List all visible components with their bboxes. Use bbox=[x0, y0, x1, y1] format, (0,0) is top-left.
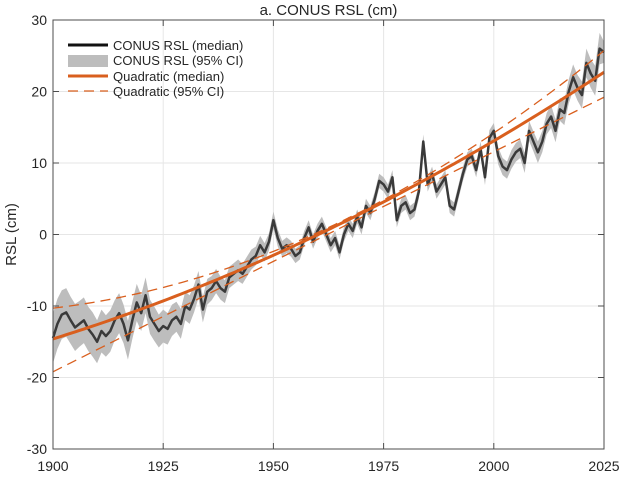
x-tick-label: 2000 bbox=[478, 458, 509, 474]
ticks: 1900 1925 1950 1975 2000 2025 -30 -20 -10 0 10 20 30 bbox=[27, 12, 620, 474]
legend-swatch-band bbox=[68, 55, 108, 67]
x-tick-label: 1975 bbox=[368, 458, 399, 474]
quadratic-ci-lower-line bbox=[52, 96, 605, 373]
legend-label-quadratic-ci: Quadratic (95% CI) bbox=[113, 84, 224, 99]
ci-band bbox=[53, 32, 604, 364]
median-line bbox=[51, 47, 605, 343]
quadratic-median-line bbox=[52, 70, 605, 341]
x-tick-label: 2025 bbox=[588, 458, 619, 474]
chart-title: a. CONUS RSL (cm) bbox=[260, 2, 398, 19]
y-tick-label: -30 bbox=[27, 441, 47, 457]
y-axis-label: RSL (cm) bbox=[3, 203, 20, 266]
lines-layer bbox=[51, 47, 605, 373]
y-tick-label: 0 bbox=[39, 227, 47, 243]
y-tick-label: 20 bbox=[31, 84, 47, 100]
legend-label-quadratic: Quadratic (median) bbox=[113, 69, 224, 84]
x-tick-label: 1925 bbox=[148, 458, 179, 474]
quadratic-ci-upper-line bbox=[52, 50, 605, 309]
y-tick-label: 10 bbox=[31, 155, 47, 171]
legend-label-band: CONUS RSL (95% CI) bbox=[113, 53, 243, 68]
legend: CONUS RSL (median) CONUS RSL (95% CI) Qu… bbox=[68, 38, 243, 99]
y-tick-label: -10 bbox=[27, 298, 47, 314]
y-tick-label: -20 bbox=[27, 370, 47, 386]
x-tick-label: 1950 bbox=[258, 458, 289, 474]
x-tick-label: 1900 bbox=[37, 458, 68, 474]
ci-band-layer bbox=[53, 32, 604, 364]
y-tick-label: 30 bbox=[31, 12, 47, 28]
legend-label-median: CONUS RSL (median) bbox=[113, 38, 243, 53]
